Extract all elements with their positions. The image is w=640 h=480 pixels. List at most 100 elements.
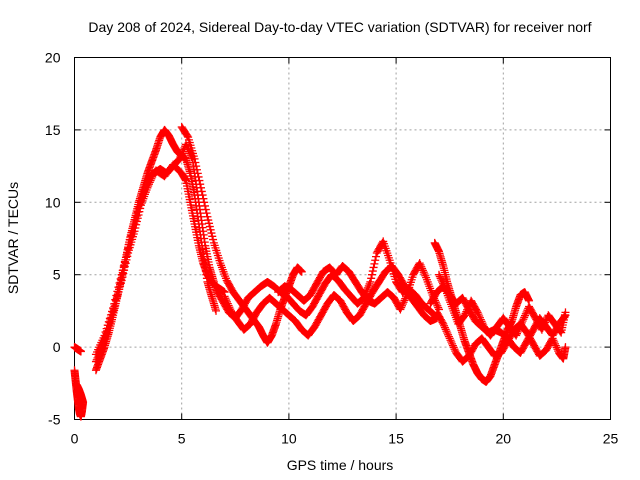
data-point <box>474 310 483 319</box>
data-point <box>448 341 457 350</box>
y-tick-label: 20 <box>45 50 61 66</box>
data-point <box>369 263 378 272</box>
data-point <box>368 267 377 276</box>
data-point <box>450 345 459 354</box>
data-point <box>463 305 472 314</box>
data-point <box>399 298 408 307</box>
data-point <box>127 231 136 240</box>
data-point <box>128 227 137 236</box>
data-point <box>478 319 487 328</box>
data-point <box>397 303 406 312</box>
data-point <box>556 327 565 336</box>
plot-frame <box>74 57 611 420</box>
data-point <box>446 336 455 345</box>
data-point <box>512 331 521 340</box>
data-point <box>126 235 135 244</box>
data-point <box>140 186 149 195</box>
data-point <box>176 153 185 162</box>
data-point <box>436 274 445 283</box>
data-point <box>221 294 230 303</box>
data-point <box>200 198 209 207</box>
data-point <box>552 343 561 352</box>
data-point <box>181 140 190 149</box>
data-point <box>134 204 143 213</box>
data-point <box>121 253 130 262</box>
y-tick-label: 10 <box>45 194 61 210</box>
data-point <box>475 311 484 320</box>
data-point <box>521 311 530 320</box>
data-point <box>440 321 449 330</box>
data-point <box>367 270 376 279</box>
data-point <box>142 180 151 189</box>
data-point <box>363 283 372 292</box>
data-point <box>197 187 206 196</box>
data-point <box>444 330 453 339</box>
data-point <box>440 283 449 292</box>
data-point <box>111 295 120 304</box>
data-point <box>561 308 570 317</box>
data-point <box>192 162 201 171</box>
data-point <box>118 266 127 275</box>
data-point <box>550 338 559 347</box>
data-point <box>415 259 424 268</box>
data-point <box>138 193 147 202</box>
data-point <box>553 345 562 354</box>
data-point <box>437 276 446 285</box>
data-point <box>196 183 205 192</box>
data-point <box>372 252 380 261</box>
data-point <box>441 325 450 334</box>
data-point <box>551 341 560 350</box>
data-point <box>461 309 470 318</box>
data-series-sdtvar <box>70 123 570 421</box>
data-point <box>177 149 186 158</box>
x-tick-label: 10 <box>281 431 297 447</box>
data-point <box>439 319 448 328</box>
data-point <box>371 256 380 265</box>
data-point <box>223 299 232 308</box>
data-point <box>119 262 128 271</box>
data-point <box>364 281 373 290</box>
data-point <box>370 259 379 268</box>
data-point <box>541 318 550 327</box>
data-point <box>418 266 427 275</box>
data-point <box>195 176 204 185</box>
data-point <box>104 317 113 326</box>
data-point <box>105 314 114 323</box>
data-point <box>220 292 229 301</box>
y-tick-label: -5 <box>48 412 61 428</box>
data-point <box>440 323 449 332</box>
data-point <box>473 308 482 317</box>
data-point <box>201 205 210 214</box>
data-point <box>222 296 231 305</box>
data-point <box>192 165 201 174</box>
data-point <box>102 324 111 333</box>
data-point <box>198 191 207 200</box>
data-point <box>434 270 443 279</box>
data-point <box>402 292 411 301</box>
data-point <box>439 281 448 290</box>
data-point <box>561 343 570 352</box>
data-point <box>476 315 485 324</box>
data-point <box>549 336 558 345</box>
data-point <box>141 183 150 192</box>
x-tick-labels: 0 5 10 15 20 25 <box>71 431 619 447</box>
data-point <box>101 328 110 337</box>
data-point <box>516 320 525 329</box>
data-point <box>396 305 405 314</box>
data-point <box>201 201 210 210</box>
data-point <box>124 244 133 253</box>
data-point <box>113 287 122 296</box>
data-point <box>442 327 451 336</box>
data-point <box>115 279 124 288</box>
data-point <box>514 326 523 335</box>
y-axis-label: SDTVAR / TECUs <box>5 182 21 294</box>
data-point <box>366 277 375 286</box>
data-point <box>136 197 145 206</box>
data-point <box>222 297 231 306</box>
data-point <box>129 224 138 233</box>
data-point <box>444 332 453 341</box>
data-point <box>177 151 186 160</box>
data-point <box>116 274 125 283</box>
data-point <box>400 296 409 305</box>
